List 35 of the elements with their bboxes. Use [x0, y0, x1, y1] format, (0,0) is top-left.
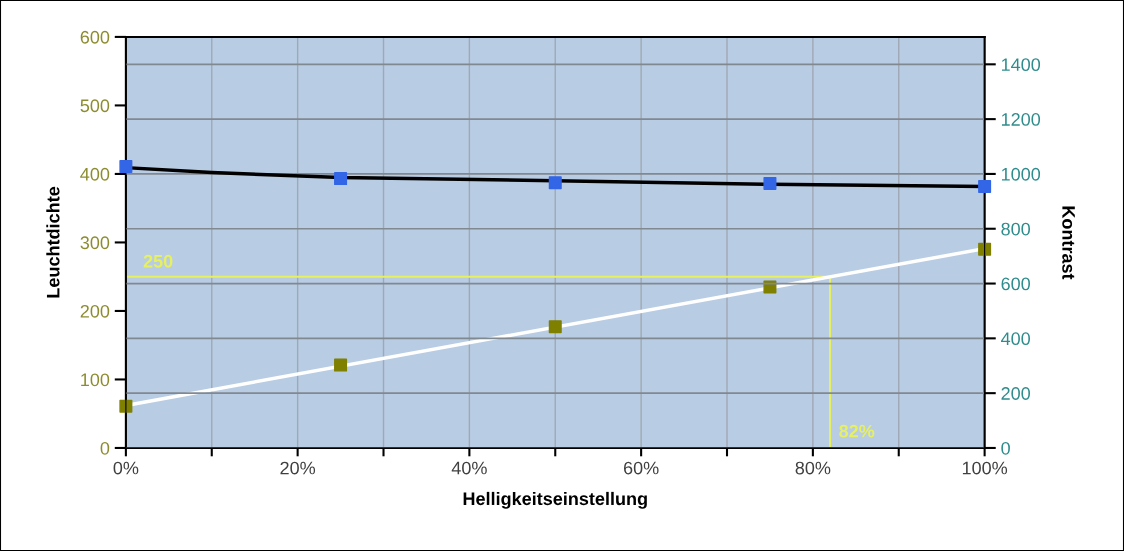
y-tick-label: 500: [80, 99, 110, 113]
x-tick-label: 40%: [451, 461, 487, 475]
ref-line-label: 82%: [839, 424, 875, 438]
point: [334, 358, 348, 372]
y2-tick-label: 200: [1001, 387, 1031, 400]
x-tick-label: 60%: [623, 461, 659, 475]
point: [548, 320, 562, 334]
y2-axis-title: Kontrast: [1062, 206, 1075, 280]
point: [548, 176, 562, 190]
x-tick-label: 20%: [280, 461, 316, 475]
point: [119, 160, 133, 174]
y-tick-label: 0: [100, 441, 110, 455]
point: [763, 280, 777, 294]
y-tick-label: 200: [80, 304, 110, 318]
y-axis-title: Leuchtdichte: [46, 186, 60, 298]
y2-tick-label: 800: [1001, 222, 1031, 236]
y2-tick-label: 600: [1001, 277, 1031, 291]
point: [763, 177, 777, 191]
y2-tick-label: 1400: [1001, 58, 1041, 72]
point: [978, 242, 992, 256]
y-tick-label: 100: [81, 373, 110, 387]
point: [334, 172, 348, 186]
x-axis-title: Helligkeitseinstellung: [463, 491, 647, 509]
x-tick-label: 80%: [795, 461, 831, 475]
y2-tick-label: 400: [1001, 332, 1031, 346]
y2-tick-label: 1200: [1001, 113, 1041, 126]
y2-tick-label: 1000: [1001, 167, 1041, 181]
point: [978, 180, 992, 194]
x-tick-label: 0%: [113, 461, 139, 475]
y-tick-label: 600: [80, 30, 110, 44]
y-tick-label: 400: [80, 167, 110, 181]
y2-tick-label: 0: [1001, 441, 1010, 455]
y-tick-label: 300: [80, 236, 110, 250]
ref-line-label: 250: [143, 254, 173, 268]
x-tick-label: 100%: [962, 461, 1008, 475]
